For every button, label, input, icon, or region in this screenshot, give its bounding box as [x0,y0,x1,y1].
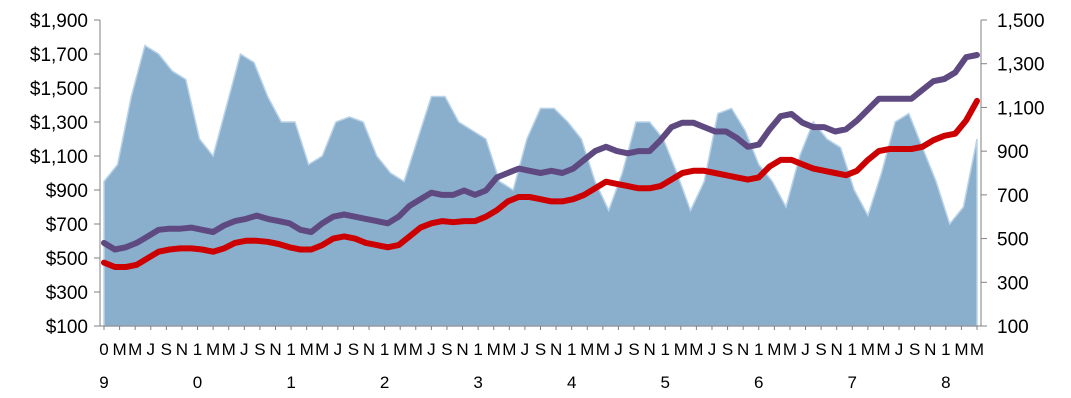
x-year-label: 6 [754,373,763,392]
x-tick-label: J [334,340,343,359]
line-series-layer [101,52,980,270]
x-tick-label: 1 [848,340,857,359]
x-tick-label: S [628,340,639,359]
y-left-tick-label: $700 [46,215,88,236]
x-tick-label: 1 [941,340,950,359]
x-tick-label: N [831,340,843,359]
y-left-tick-label: $300 [46,283,88,304]
x-tick-label: 1 [660,340,669,359]
x-year-label: 0 [193,373,202,392]
x-tick-label: 1 [473,340,482,359]
x-tick-label: M [222,340,236,359]
x-year-label: 5 [660,373,669,392]
x-tick-label: N [924,340,936,359]
x-tick-label: S [722,340,733,359]
x-tick-label: M [487,340,501,359]
x-year-label: 9 [99,373,108,392]
area-series-layer [103,44,978,327]
x-tick-label: S [161,340,172,359]
y-right-tick-label: 1,100 [997,98,1045,119]
x-tick-label: M [128,340,142,359]
x-tick-label: M [596,340,610,359]
y-left-tick-label: $1,900 [30,11,88,32]
x-tick-label: 0 [99,340,108,359]
x-tick-label: M [876,340,890,359]
x-tick-label: N [176,340,188,359]
x-tick-label: 1 [567,340,576,359]
x-tick-label: S [441,340,452,359]
y-left-tick-label: $1,300 [30,113,88,134]
y-left-tick-label: $1,500 [30,79,88,100]
x-tick-label: 1 [193,340,202,359]
x-year-label: 7 [848,373,857,392]
x-tick-label: M [502,340,516,359]
x-tick-label: N [550,340,562,359]
x-tick-label: M [206,340,220,359]
x-tick-label: N [737,340,749,359]
x-year-label: 2 [380,373,389,392]
x-year-label: 1 [286,373,295,392]
x-tick-label: 1 [380,340,389,359]
line-series-2 [101,97,980,270]
y-right-tick-label: 700 [997,186,1029,207]
area-series-0 [103,44,978,327]
x-year-label: 8 [941,373,950,392]
x-tick-label: M [580,340,594,359]
line-series-1 [101,52,980,253]
x-tick-label: J [521,340,530,359]
x-tick-label: M [113,340,127,359]
x-tick-label: N [363,340,375,359]
x-tick-label: S [815,340,826,359]
x-tick-label: M [783,340,797,359]
x-tick-label: N [269,340,281,359]
y-right-tick-label: 1,500 [997,11,1045,32]
x-tick-label: S [535,340,546,359]
x-tick-label: N [456,340,468,359]
x-tick-label: M [393,340,407,359]
y-left-tick-label: $500 [46,249,88,270]
x-tick-label: 1 [754,340,763,359]
x-year-label: 4 [567,373,576,392]
x-tick-label: J [801,340,810,359]
axes-layer: $100 $300 $500 $700 $900 $1,100 $1,300 $1,500 $1… [30,11,1045,392]
x-tick-label: S [254,340,265,359]
x-tick-label: J [614,340,623,359]
x-tick-label: M [861,340,875,359]
y-left-tick-label: $100 [46,317,88,338]
x-tick-label: M [674,340,688,359]
x-tick-label: 1 [286,340,295,359]
y-right-tick-label: 900 [997,142,1029,163]
y-left-tick-label: $1,700 [30,45,88,66]
x-tick-label: J [427,340,436,359]
x-year-label: 3 [473,373,482,392]
y-right-tick-label: 500 [997,230,1029,251]
x-tick-label: M [409,340,423,359]
y-right-tick-label: 300 [997,273,1029,294]
x-tick-label: S [909,340,920,359]
x-tick-label: J [708,340,717,359]
x-tick-label: N [643,340,655,359]
x-tick-label: M [954,340,968,359]
y-right-tick-label: 1,300 [997,55,1045,76]
x-tick-label: M [970,340,984,359]
x-tick-label: S [348,340,359,359]
y-left-tick-label: $1,100 [30,147,88,168]
x-tick-label: M [300,340,314,359]
y-right-tick-label: 100 [997,317,1029,338]
x-tick-label: M [767,340,781,359]
x-tick-label: J [147,340,156,359]
x-tick-label: J [895,340,904,359]
y-left-tick-label: $900 [46,181,88,202]
x-tick-label: J [240,340,249,359]
x-tick-label: M [689,340,703,359]
x-tick-label: M [315,340,329,359]
